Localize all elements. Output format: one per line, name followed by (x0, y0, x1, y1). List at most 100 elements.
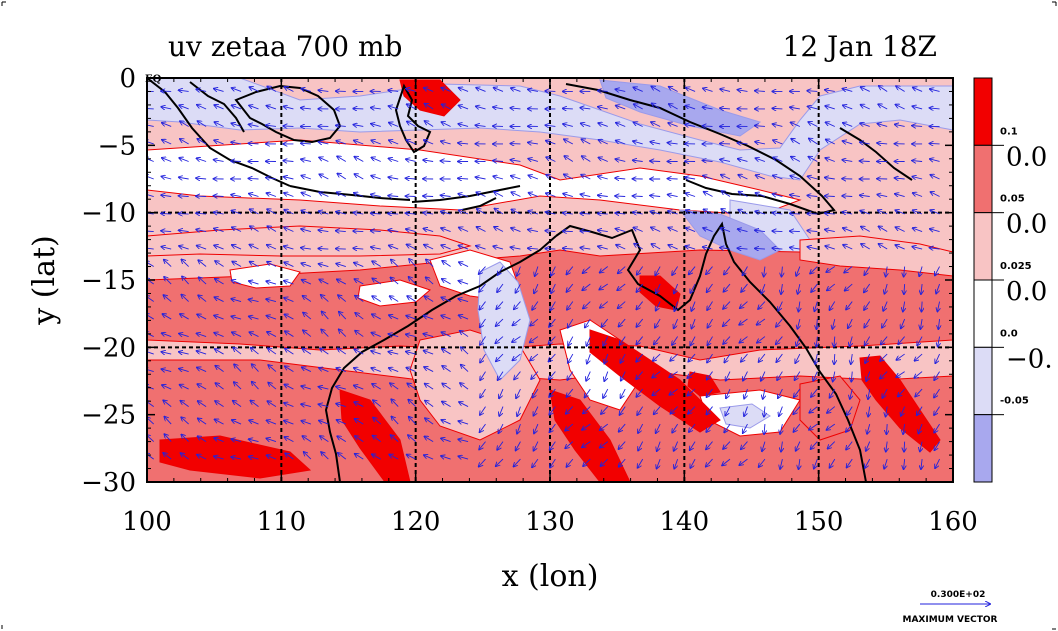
wind-vector (493, 161, 504, 162)
wind-vector (791, 122, 801, 127)
wind-vector (744, 388, 748, 398)
wind-vector (688, 406, 696, 414)
wind-vector (267, 106, 277, 110)
wind-vector (621, 371, 626, 381)
wind-vector (301, 248, 311, 249)
vorticity-region (600, 80, 760, 136)
wind-vector (563, 194, 573, 197)
wind-vector (550, 441, 556, 450)
wind-vector (692, 318, 696, 328)
wind-vector (354, 349, 364, 355)
wind-vector (583, 458, 591, 466)
wind-vector (895, 210, 905, 215)
wind-vector (198, 401, 207, 407)
wind-vector (530, 336, 539, 343)
wind-vector (634, 122, 643, 127)
wind-vector (535, 266, 538, 276)
wind-vector (706, 266, 713, 275)
wind-vector (198, 295, 207, 302)
wind-vector (425, 296, 434, 302)
wind-vector (707, 336, 713, 346)
wind-vector (914, 371, 923, 378)
wind-vector (668, 195, 678, 197)
wind-vector (913, 228, 923, 232)
wind-vector (842, 160, 853, 162)
wind-vector (442, 279, 451, 285)
wind-vector (687, 388, 696, 395)
vorticity-region (640, 276, 680, 310)
wind-vector (566, 406, 574, 414)
wind-vector (494, 88, 504, 92)
wind-vector (197, 314, 207, 320)
colorbar-swatch (973, 212, 993, 281)
wind-vector (162, 140, 172, 145)
wind-vector (267, 332, 277, 337)
wind-vector (303, 296, 312, 302)
wind-vector (249, 420, 259, 425)
wind-vector (284, 262, 294, 267)
wind-vector (793, 406, 801, 415)
wind-vector (879, 86, 888, 92)
wind-vector (371, 124, 381, 127)
wind-vector (147, 158, 154, 162)
colorbar-level-label: -0.05 (1000, 396, 1029, 407)
vorticity-contour (559, 319, 641, 411)
wind-vector (674, 301, 677, 311)
wind-vector (773, 194, 783, 197)
wind-vector (266, 299, 277, 301)
wind-vector (668, 245, 678, 250)
wind-vector (878, 104, 888, 110)
wind-vector (476, 106, 486, 109)
wind-vector (921, 283, 922, 294)
wind-vector (832, 318, 834, 329)
wind-vector (371, 140, 381, 145)
vorticity-region (860, 356, 940, 452)
wind-vector (901, 318, 906, 328)
wind-vector (598, 195, 608, 196)
wind-vector (425, 437, 434, 442)
wind-vector (798, 301, 799, 312)
wind-vector (284, 177, 294, 179)
wind-vector (739, 458, 748, 465)
wind-vector (638, 441, 644, 451)
wind-vector (499, 388, 504, 398)
colorbar-side-label: 0.0 (1006, 142, 1047, 172)
wind-vector (563, 124, 573, 126)
colorbar-level-label: 0.025 (1000, 261, 1032, 272)
wind-vector (580, 213, 591, 214)
wind-vector (181, 453, 189, 460)
wind-vector (721, 228, 731, 232)
wind-vector (796, 336, 801, 346)
wind-vector (551, 266, 556, 276)
y-tick-label: 0 (119, 64, 136, 94)
wind-vector (354, 263, 364, 267)
wind-vector (620, 336, 626, 345)
wind-vector (615, 89, 626, 91)
wind-vector (336, 141, 346, 144)
wind-vector (302, 193, 312, 197)
wind-vector (441, 141, 451, 144)
wind-vector (181, 435, 189, 442)
colorbar: 0.1 0.05 0.025 0.0 -0.05 0.0 0.0 0.0 −0. (973, 77, 1053, 483)
wind-vector (816, 319, 817, 329)
wind-vector (336, 212, 346, 214)
wind-vector (738, 175, 748, 180)
wind-vector (409, 277, 416, 285)
wind-vector (197, 158, 207, 161)
wind-vector (865, 336, 871, 346)
wind-vector (743, 371, 748, 381)
wind-vector (740, 301, 748, 309)
wind-vector (406, 159, 416, 161)
wind-vector (656, 283, 661, 293)
vorticity-contour (599, 79, 762, 137)
wind-vector (690, 283, 696, 293)
wind-vector (198, 121, 207, 127)
wind-vector (267, 193, 277, 197)
wind-vector (285, 366, 294, 372)
x-axis-title: x (lon) (502, 559, 599, 594)
wind-vector (865, 353, 871, 363)
wind-vector (214, 196, 224, 197)
chart-title-right: 12 Jan 18Z (783, 30, 937, 63)
wind-vector (604, 353, 609, 363)
wind-vector (406, 178, 416, 179)
